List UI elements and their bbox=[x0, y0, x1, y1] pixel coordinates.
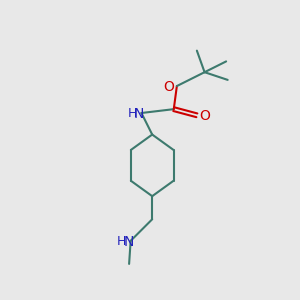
Text: N: N bbox=[124, 235, 134, 249]
Text: O: O bbox=[164, 80, 175, 94]
Text: N: N bbox=[134, 107, 144, 121]
Text: O: O bbox=[199, 109, 210, 123]
Text: H: H bbox=[128, 107, 137, 120]
Text: H: H bbox=[117, 235, 126, 248]
